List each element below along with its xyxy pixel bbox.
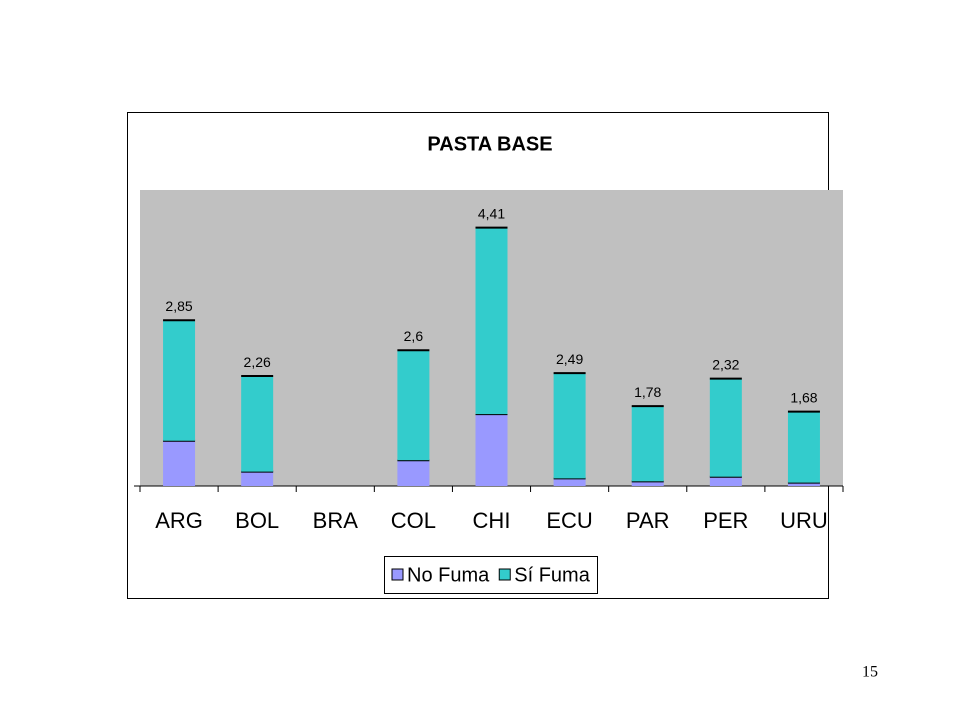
bar-segment xyxy=(475,227,508,415)
x-tick-label: PER xyxy=(703,508,748,533)
bar-segment xyxy=(241,376,274,472)
x-tick-label: BRA xyxy=(313,508,359,533)
page-number: 15 xyxy=(862,664,878,681)
chart-title: PASTA BASE xyxy=(427,133,552,155)
bar-segment xyxy=(553,478,586,486)
x-tick-label: CHI xyxy=(473,508,511,533)
x-tick-label: URU xyxy=(780,508,828,533)
x-tick-label: ARG xyxy=(155,508,203,533)
bar-segment xyxy=(709,476,742,486)
bar-segment xyxy=(631,406,664,482)
bar-segment xyxy=(475,414,508,486)
bar-segment xyxy=(397,350,430,461)
bar-segment xyxy=(553,373,586,479)
bar-segment xyxy=(787,482,820,486)
bar-segment xyxy=(241,471,274,486)
value-label: 1,68 xyxy=(790,389,817,405)
bar-segment xyxy=(709,378,742,477)
legend-swatch xyxy=(498,568,511,581)
legend-box xyxy=(384,556,598,594)
value-label: 4,41 xyxy=(478,205,505,221)
bar-segment xyxy=(163,440,196,486)
x-tick-label: COL xyxy=(391,508,436,533)
bar-segment xyxy=(787,411,820,483)
legend-swatch xyxy=(391,568,404,581)
bar-segment xyxy=(397,460,430,486)
value-label: 2,6 xyxy=(404,328,424,344)
legend-label: No Fuma xyxy=(407,564,490,586)
value-label: 1,78 xyxy=(634,384,661,400)
bar-segment xyxy=(631,481,664,486)
x-tick-label: ECU xyxy=(546,508,592,533)
bar-segment xyxy=(163,320,196,441)
x-tick-label: BOL xyxy=(235,508,279,533)
value-label: 2,49 xyxy=(556,351,583,367)
legend-label: Sí Fuma xyxy=(514,564,590,586)
value-label: 2,85 xyxy=(165,298,192,314)
value-label: 2,32 xyxy=(712,356,739,372)
value-label: 2,26 xyxy=(244,354,271,370)
x-tick-label: PAR xyxy=(626,508,670,533)
